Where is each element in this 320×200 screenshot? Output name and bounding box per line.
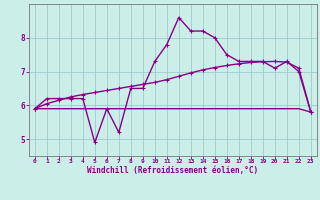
X-axis label: Windchill (Refroidissement éolien,°C): Windchill (Refroidissement éolien,°C) xyxy=(87,166,258,175)
